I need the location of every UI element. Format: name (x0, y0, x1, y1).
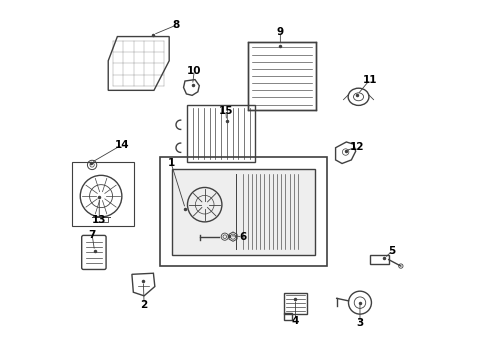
Bar (171, 168, 314, 255)
Text: 6: 6 (239, 232, 246, 242)
Text: 4: 4 (291, 316, 299, 325)
Text: 1: 1 (167, 158, 174, 168)
Text: 14: 14 (114, 140, 129, 150)
Text: 10: 10 (187, 66, 201, 76)
Text: 12: 12 (349, 142, 364, 152)
Bar (160, 157, 326, 266)
Text: 5: 5 (388, 246, 395, 256)
Text: 7: 7 (88, 230, 96, 239)
Text: 2: 2 (140, 300, 147, 310)
Bar (369, 255, 388, 264)
Bar (284, 314, 291, 320)
Bar (94, 217, 107, 222)
Text: 8: 8 (172, 20, 180, 30)
Bar (284, 293, 306, 314)
Bar (187, 105, 255, 162)
Bar (247, 42, 316, 110)
Text: 11: 11 (362, 75, 377, 85)
Text: 13: 13 (92, 215, 106, 225)
Text: 3: 3 (356, 318, 363, 328)
Text: 15: 15 (218, 106, 233, 116)
Text: 9: 9 (276, 27, 284, 37)
Bar (72, 162, 134, 226)
